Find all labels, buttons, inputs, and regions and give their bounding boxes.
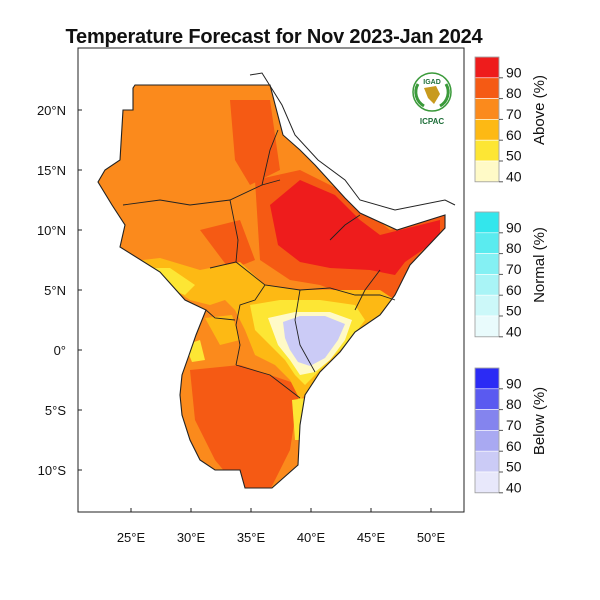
colorbar-swatch (474, 430, 500, 452)
y-tick-label: 15°N (37, 163, 66, 178)
colorbar-swatch (474, 139, 500, 162)
x-tick-label: 40°E (297, 530, 326, 545)
colorbar-swatch (474, 56, 500, 79)
colorbar-level-label: 90 (506, 375, 522, 391)
y-tick-label: 0° (54, 343, 66, 358)
colorbar-level-label: 70 (506, 261, 522, 277)
colorbar-swatch (474, 274, 500, 296)
y-tick-label: 20°N (37, 103, 66, 118)
colorbar-level-label: 70 (506, 106, 522, 122)
colorbar-swatch (474, 388, 500, 410)
y-tick-label: 10°S (38, 463, 67, 478)
y-tick-label: 5°N (44, 283, 66, 298)
colorbar-swatch (474, 98, 500, 120)
logo-bottom-text: ICPAC (420, 117, 445, 126)
colorbar-level-label: 80 (506, 396, 522, 412)
colorbar-title: Below (%) (531, 387, 548, 455)
colorbar-level-label: 50 (506, 459, 522, 475)
legend-normal: 90 80 70 60 50 40 Normal (%) (474, 211, 548, 339)
y-tick-label: 5°S (45, 403, 66, 418)
colorbar-level-label: 60 (506, 438, 522, 454)
colorbar-swatch (474, 315, 500, 338)
colorbar-title: Above (%) (531, 75, 548, 145)
colorbar-swatch (474, 232, 500, 254)
colorbar-title: Normal (%) (531, 227, 548, 303)
colorbar-level-label: 50 (506, 303, 522, 319)
colorbar-level-label: 40 (506, 479, 522, 495)
colorbar-swatch (474, 367, 500, 390)
colorbar-swatch (474, 471, 500, 494)
colorbar-swatch (474, 294, 500, 317)
colorbar-level-label: 60 (506, 127, 522, 143)
colorbar-level-label: 80 (506, 240, 522, 256)
colorbar-swatch (474, 450, 500, 473)
colorbar-swatch (474, 160, 500, 183)
y-tick-label: 10°N (37, 223, 66, 238)
colorbar-level-label: 60 (506, 282, 522, 298)
colorbar-swatch (474, 253, 500, 275)
colorbar-level-label: 90 (506, 219, 522, 235)
colorbar-level-label: 90 (506, 64, 522, 80)
x-tick-label: 35°E (237, 530, 266, 545)
colorbar-swatch (474, 119, 500, 141)
x-axis: 25°E 30°E 35°E 40°E 45°E 50°E (117, 508, 446, 545)
x-tick-label: 45°E (357, 530, 386, 545)
logo-top-text: IGAD (423, 79, 441, 86)
x-tick-label: 30°E (177, 530, 206, 545)
colorbar-level-label: 80 (506, 85, 522, 101)
arabian-coast (249, 72, 456, 211)
legend-above: 90 80 70 60 50 40 Above (%) (474, 56, 548, 184)
icpac-logo: IGAD ICPAC (412, 72, 452, 126)
colorbar-level-label: 50 (506, 148, 522, 164)
legend-below: 90 80 70 60 50 40 Below (%) (474, 367, 548, 495)
colorbar-swatch (474, 409, 500, 431)
x-tick-label: 25°E (117, 530, 146, 545)
colorbar-level-label: 40 (506, 168, 522, 184)
map-title: Temperature Forecast for Nov 2023-Jan 20… (65, 26, 483, 48)
x-tick-label: 50°E (417, 530, 446, 545)
coastline (97, 84, 446, 489)
y-axis: 20°N 15°N 10°N 5°N 0° 5°S 10°S (37, 103, 82, 478)
country-borders (122, 129, 396, 399)
colorbar-level-label: 40 (506, 323, 522, 339)
colorbar-level-label: 70 (506, 417, 522, 433)
colorbar-swatch (474, 77, 500, 99)
colorbar-swatch (474, 211, 500, 234)
